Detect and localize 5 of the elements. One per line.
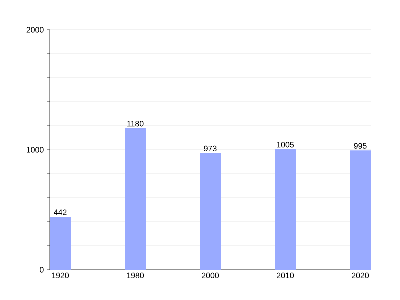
bar [350, 150, 372, 270]
bar [275, 149, 296, 270]
bar [200, 153, 221, 270]
bar [125, 128, 146, 270]
bar [50, 216, 71, 270]
